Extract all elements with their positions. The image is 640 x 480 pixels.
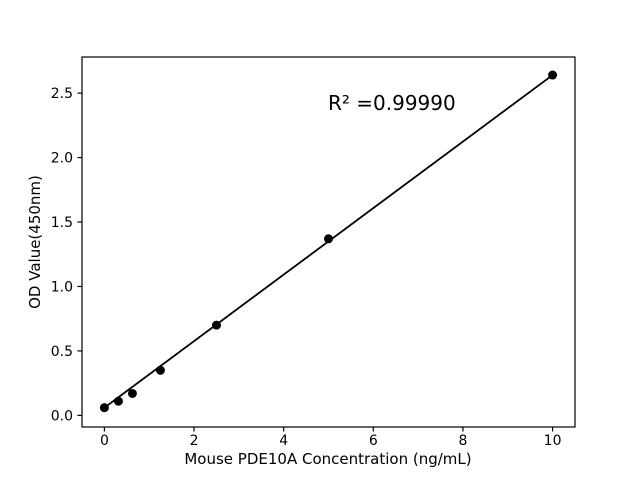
data-point — [324, 234, 333, 244]
y-tick-label: 0.0 — [51, 408, 73, 424]
y-axis-label: OD Value(450nm) — [26, 175, 44, 309]
y-tick-label: 1.0 — [51, 279, 73, 295]
data-series — [99, 70, 558, 413]
axis-ticks: 0 2 4 6 8 10 0.0 0.5 1.0 1.5 2.0 2.5 — [51, 86, 562, 449]
x-tick-label: 8 — [458, 433, 467, 449]
data-point — [113, 396, 123, 406]
y-tick-label: 2.0 — [51, 151, 73, 167]
r-squared-annotation: R² =0.99990 — [328, 91, 456, 115]
y-tick-label: 0.5 — [51, 344, 73, 360]
data-point — [99, 403, 109, 413]
x-tick-label: 2 — [190, 433, 199, 449]
data-point — [155, 365, 165, 375]
x-tick-label: 4 — [279, 433, 288, 449]
data-point — [211, 320, 221, 330]
x-tick-label: 0 — [100, 433, 109, 449]
data-point — [548, 70, 558, 80]
x-tick-label: 6 — [369, 433, 378, 449]
data-point — [127, 388, 137, 398]
x-tick-label: 10 — [544, 433, 562, 449]
y-tick-label: 1.5 — [51, 215, 73, 231]
x-axis-label: Mouse PDE10A Concentration (ng/mL) — [184, 450, 471, 468]
y-tick-label: 2.5 — [51, 86, 73, 102]
